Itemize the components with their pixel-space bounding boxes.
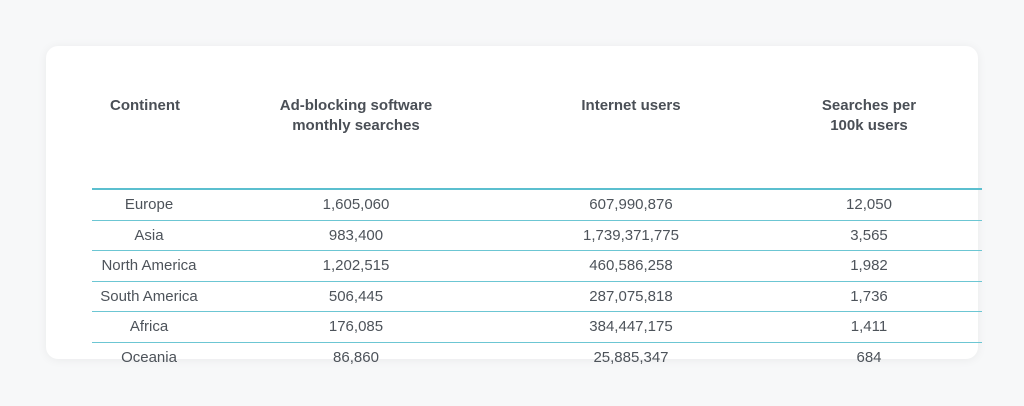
cell-internet-users: 460,586,258: [589, 257, 673, 275]
table-row: Africa 176,085 384,447,175 1,411: [92, 312, 982, 343]
cell-continent: Africa: [129, 318, 169, 336]
cell-continent: North America: [101, 257, 197, 275]
cell-searches: 176,085: [328, 318, 384, 336]
header-line: Searches per: [821, 97, 917, 114]
table-header: Continent Ad-blocking software monthly s…: [92, 94, 982, 190]
header-internet-users: Internet users: [506, 94, 756, 188]
cell-internet-users: 287,075,818: [589, 287, 673, 305]
cell-searches-per-100k: 12,050: [846, 196, 892, 214]
table-row: South America 506,445 287,075,818 1,736: [92, 282, 982, 312]
cell-searches: 983,400: [328, 226, 384, 244]
table-row: Asia 983,400 1,739,371,775 3,565: [92, 221, 982, 251]
table-row: Oceania 86,860 25,885,347 684: [92, 343, 982, 374]
table-card: Continent Ad-blocking software monthly s…: [46, 46, 982, 366]
cell-searches-per-100k: 1,411: [850, 318, 888, 336]
cell-searches: 86,860: [333, 349, 379, 367]
table-row: North America 1,202,515 460,586,258 1,98…: [92, 251, 982, 282]
header-line: Internet users: [581, 97, 681, 114]
header-searches: Ad-blocking software monthly searches: [206, 94, 506, 188]
header-line: Continent: [110, 97, 180, 114]
header-line: monthly searches: [292, 117, 420, 134]
header-line: 100k users: [830, 117, 908, 134]
header-searches-per-100k: Searches per 100k users: [756, 94, 982, 188]
cell-internet-users: 607,990,876: [589, 196, 673, 214]
cell-continent: South America: [100, 287, 198, 305]
cell-searches-per-100k: 1,736: [850, 287, 888, 305]
cell-searches: 506,445: [328, 287, 384, 305]
cell-internet-users: 1,739,371,775: [583, 226, 679, 244]
table-row: Europe 1,605,060 607,990,876 12,050: [92, 190, 982, 221]
header-line: Ad-blocking software: [279, 97, 433, 114]
cell-continent: Asia: [134, 226, 164, 244]
cell-internet-users: 25,885,347: [593, 349, 669, 367]
cell-searches-per-100k: 1,982: [850, 257, 888, 275]
cell-continent: Europe: [124, 196, 174, 214]
cell-internet-users: 384,447,175: [589, 318, 673, 336]
cell-searches: 1,605,060: [322, 196, 390, 214]
cell-searches-per-100k: 3,565: [850, 226, 888, 244]
data-table: Continent Ad-blocking software monthly s…: [92, 94, 982, 373]
cell-searches: 1,202,515: [322, 257, 390, 275]
cell-continent: Oceania: [121, 349, 177, 367]
header-continent: Continent: [92, 94, 206, 188]
cell-searches-per-100k: 684: [856, 349, 882, 367]
